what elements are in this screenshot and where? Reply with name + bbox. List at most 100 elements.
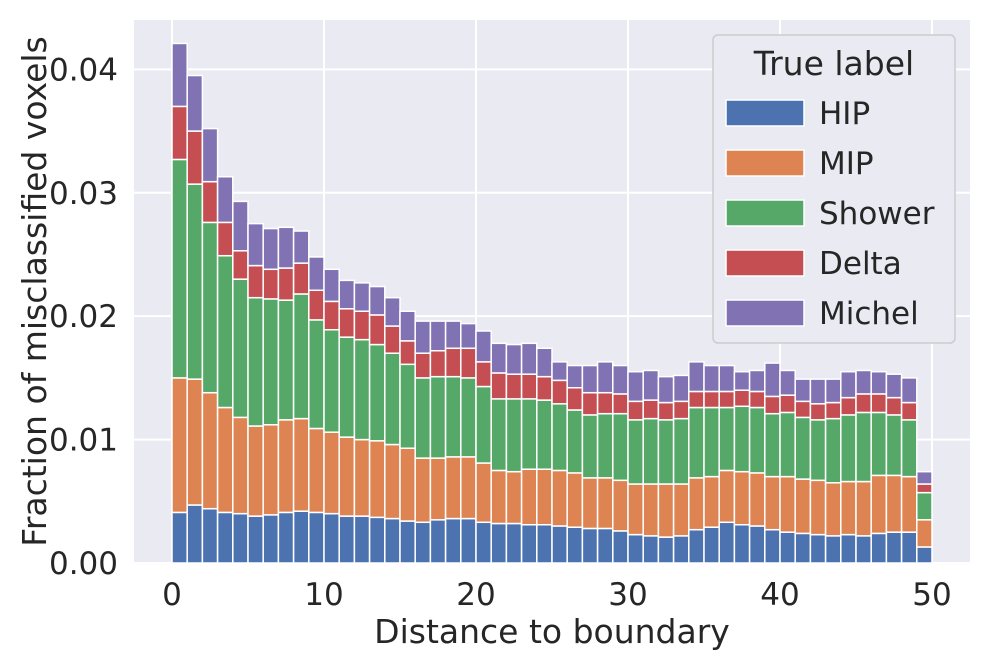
bar-hip-38 — [748, 525, 766, 564]
bar-delta-47 — [885, 396, 903, 416]
bar-delta-4 — [232, 250, 249, 280]
bar-shower-48 — [900, 419, 918, 478]
bar-delta-46 — [870, 393, 888, 414]
bar-mip-8 — [292, 417, 310, 512]
bar-shower-9 — [308, 319, 325, 430]
y-tick-label: 0.04 — [49, 52, 118, 88]
bar-shower-15 — [399, 363, 416, 449]
bar-delta-45 — [855, 393, 872, 414]
bar-hip-40 — [779, 531, 796, 564]
legend-swatch-delta — [725, 249, 805, 277]
bar-delta-7 — [277, 267, 295, 301]
bar-hip-7 — [277, 511, 295, 564]
bar-mip-48 — [900, 475, 918, 533]
bar-shower-47 — [885, 414, 903, 477]
bar-michel-48 — [900, 377, 918, 404]
bar-mip-43 — [824, 482, 842, 537]
bar-hip-27 — [581, 527, 599, 564]
bar-shower-18 — [444, 375, 462, 458]
bar-shower-35 — [703, 406, 720, 478]
bar-shower-37 — [733, 405, 751, 473]
legend: True label HIP MIP Shower Delta Michel — [712, 34, 956, 344]
bars-layer — [171, 42, 933, 564]
bar-hip-46 — [870, 532, 888, 564]
bar-mip-4 — [232, 416, 249, 515]
bar-hip-34 — [688, 528, 705, 564]
bar-mip-26 — [566, 472, 584, 528]
x-tick-label: 30 — [608, 577, 647, 613]
bar-delta-22 — [505, 373, 523, 400]
bar-delta-5 — [247, 264, 264, 299]
bar-hip-6 — [262, 514, 280, 564]
bar-michel-30 — [627, 370, 644, 403]
y-tick-label: 0.02 — [49, 299, 118, 335]
bar-mip-14 — [384, 443, 401, 520]
bar-mip-30 — [627, 483, 644, 536]
bar-mip-21 — [490, 469, 508, 525]
bar-mip-20 — [475, 462, 492, 524]
bar-michel-1 — [186, 74, 204, 132]
bar-mip-24 — [536, 468, 553, 526]
bar-hip-14 — [384, 517, 401, 564]
bar-shower-17 — [429, 375, 447, 459]
bar-shower-1 — [186, 183, 204, 380]
bar-mip-17 — [429, 457, 447, 521]
bar-shower-3 — [216, 254, 234, 409]
bar-mip-1 — [186, 378, 204, 506]
bar-mip-29 — [612, 479, 629, 532]
bar-delta-35 — [703, 390, 720, 409]
bar-michel-7 — [277, 226, 295, 269]
bar-shower-20 — [475, 385, 492, 464]
bar-michel-36 — [718, 364, 736, 393]
legend-swatch-hip — [725, 99, 805, 127]
bar-michel-37 — [733, 370, 751, 391]
bar-shower-40 — [779, 411, 796, 478]
bar-michel-2 — [201, 127, 219, 183]
bar-shower-33 — [672, 417, 690, 485]
bar-shower-30 — [627, 419, 644, 485]
legend-label-mip: MIP — [819, 146, 874, 182]
bar-delta-20 — [475, 361, 492, 388]
bar-michel-39 — [764, 362, 781, 398]
bar-mip-47 — [885, 474, 903, 533]
bar-delta-38 — [748, 390, 766, 409]
x-axis-label: Distance to boundary — [374, 612, 730, 651]
bar-mip-46 — [870, 474, 888, 535]
bar-michel-21 — [490, 342, 508, 374]
bar-delta-39 — [764, 395, 781, 415]
legend-label-delta: Delta — [819, 246, 902, 282]
bar-shower-29 — [612, 412, 629, 482]
bar-mip-22 — [505, 470, 523, 525]
bar-hip-33 — [672, 535, 690, 564]
bar-shower-6 — [262, 298, 280, 426]
x-axis-ticks: 0 10 20 30 40 50 — [162, 577, 952, 613]
bar-delta-9 — [308, 289, 325, 321]
y-tick-label: 0.03 — [49, 176, 118, 212]
y-axis-label: Fraction of misclassified voxels — [15, 36, 54, 547]
bar-michel-41 — [794, 378, 812, 403]
bar-mip-31 — [642, 483, 660, 537]
bar-delta-12 — [353, 310, 371, 341]
bar-hip-23 — [520, 523, 538, 564]
bar-mip-18 — [444, 456, 462, 520]
bar-shower-19 — [460, 377, 477, 458]
bar-hip-9 — [308, 511, 325, 564]
bar-delta-19 — [460, 347, 477, 379]
bar-mip-36 — [718, 469, 736, 524]
bar-hip-36 — [718, 521, 736, 564]
bar-delta-16 — [414, 352, 432, 379]
bar-hip-21 — [490, 522, 508, 564]
bar-hip-3 — [216, 511, 234, 564]
bar-michel-17 — [429, 320, 447, 352]
legend-swatch-shower — [725, 199, 805, 227]
bar-michel-42 — [809, 378, 827, 405]
bar-hip-49 — [916, 546, 933, 564]
bar-hip-5 — [247, 515, 264, 564]
bar-hip-16 — [414, 521, 432, 564]
bar-shower-5 — [247, 296, 264, 427]
bar-michel-31 — [642, 369, 660, 401]
bar-mip-49 — [916, 519, 933, 548]
bar-delta-0 — [171, 105, 188, 161]
bar-michel-40 — [779, 369, 796, 396]
bar-hip-41 — [794, 532, 812, 564]
